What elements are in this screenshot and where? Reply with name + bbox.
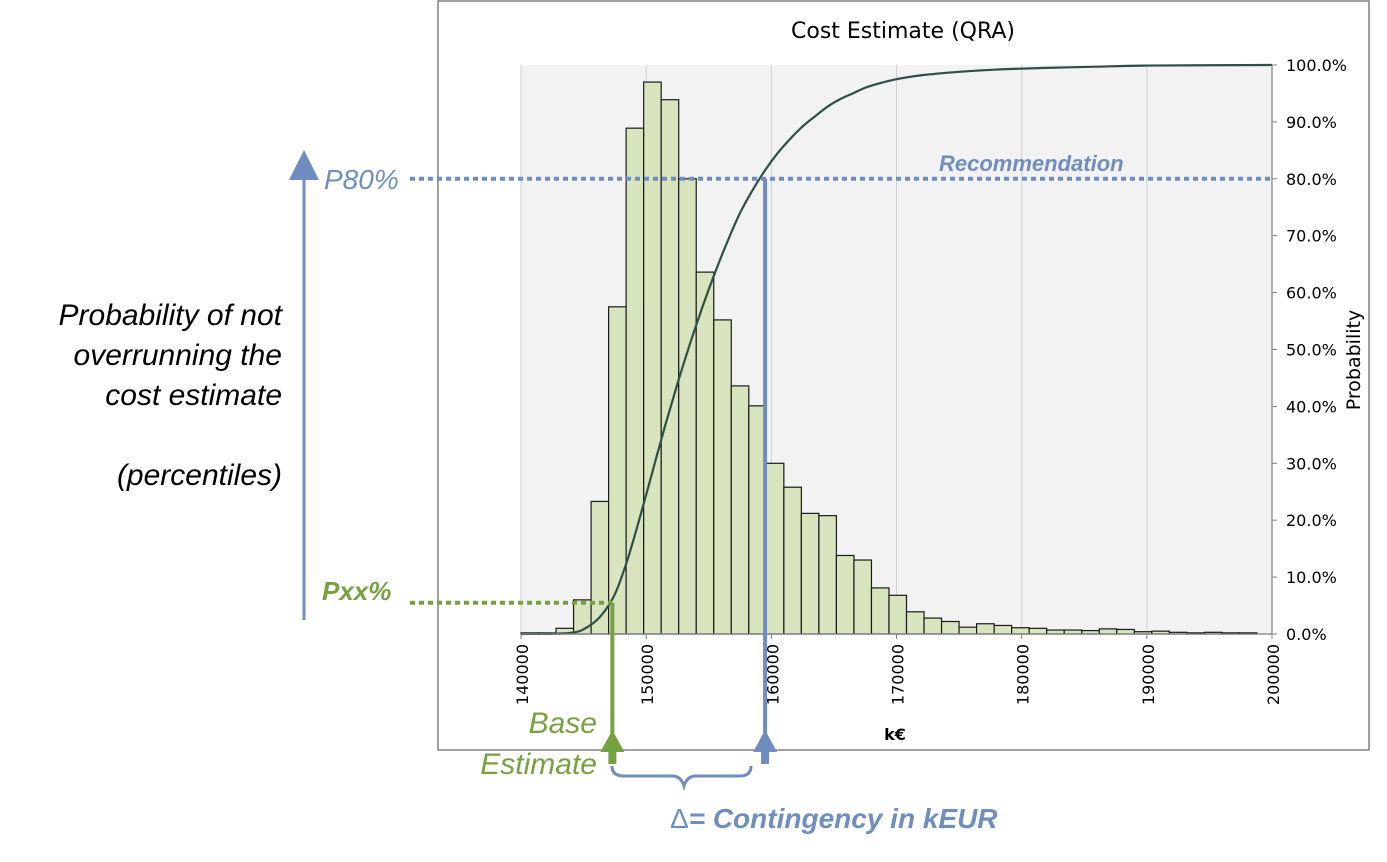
x-tick-label: 190000 <box>1139 644 1158 705</box>
x-tick-label: 160000 <box>763 644 782 705</box>
cdf-curve <box>520 63 1273 636</box>
recommendation-label: Recommendation <box>939 151 1124 176</box>
y-tick-label: 20.0% <box>1286 511 1337 530</box>
histogram-bar <box>940 620 960 635</box>
percentiles-text: (percentiles) <box>116 459 282 492</box>
probability-text-line1: Probability of not <box>58 299 282 332</box>
pxx-arrowhead <box>600 730 625 752</box>
p80-label: P80% <box>324 164 399 195</box>
y-tick-label: 80.0% <box>1286 170 1337 189</box>
cdf-curve-group <box>520 63 1273 636</box>
base-estimate-line2: Estimate <box>480 748 597 781</box>
p80-arrowhead <box>753 730 778 752</box>
x-tick-label: 150000 <box>638 644 657 705</box>
y-tick-label: 100.0% <box>1286 56 1347 75</box>
pxx-arrow-stem <box>608 752 617 764</box>
histogram-bar <box>765 462 785 635</box>
x-tick-label: 180000 <box>1014 644 1033 705</box>
histogram-bar <box>783 486 802 635</box>
y-axis-label: Probability <box>1343 310 1365 410</box>
histogram-bar <box>1098 628 1118 635</box>
axes: 140000 150000 160000 170000 180000 190000 2000… <box>513 56 1347 705</box>
x-axis-label: k€ <box>884 725 906 744</box>
histogram-bar <box>1116 628 1135 635</box>
histogram-bar <box>835 554 855 635</box>
histogram-bar <box>905 611 925 635</box>
histogram-bar <box>888 594 908 635</box>
contingency-text: = Contingency in kEUR <box>689 803 999 834</box>
histogram-bar <box>643 81 662 635</box>
x-tick-label: 200000 <box>1264 644 1283 705</box>
y-tick-label: 30.0% <box>1286 454 1337 473</box>
histogram-bar <box>695 271 715 635</box>
y-tick-label: 60.0% <box>1286 284 1337 303</box>
histogram-bar <box>853 559 873 635</box>
delta-symbol: Δ <box>670 803 689 834</box>
histogram-bar <box>678 178 697 635</box>
y-tick-label: 70.0% <box>1286 227 1337 246</box>
histogram-bar <box>923 617 943 635</box>
histogram-bar <box>608 306 627 635</box>
histogram-bar <box>800 512 820 635</box>
probability-text-line3: cost estimate <box>105 379 282 412</box>
probability-text-line2: overrunning the <box>73 339 282 372</box>
p80-arrow-stem <box>761 752 770 764</box>
histogram-bar <box>1011 627 1030 635</box>
x-tick-label: 170000 <box>889 644 908 705</box>
x-tick-label: 140000 <box>513 644 532 705</box>
y-tick-label: 10.0% <box>1286 568 1337 587</box>
histogram-bar <box>993 624 1013 635</box>
histogram-bar <box>1028 627 1048 635</box>
histogram-bar <box>590 500 610 635</box>
y-tick-label: 40.0% <box>1286 397 1337 416</box>
annotations <box>410 176 1272 764</box>
y-tick-label: 50.0% <box>1286 341 1337 360</box>
y-tick-label: 90.0% <box>1286 113 1337 132</box>
y-tick-label: 0.0% <box>1286 625 1327 644</box>
contingency-label: Δ= Contingency in kEUR <box>670 803 998 834</box>
histogram-bar <box>713 319 732 635</box>
histogram-bars <box>520 81 1258 635</box>
histogram-bar <box>958 626 978 635</box>
chart-title: Cost Estimate (QRA) <box>791 19 1015 44</box>
contingency-brace <box>610 765 753 792</box>
histogram-bar <box>870 587 890 635</box>
histogram-bar <box>730 385 750 635</box>
histogram-bar <box>976 623 995 635</box>
histogram-bar <box>818 515 838 635</box>
pxx-label: Pxx% <box>322 576 391 606</box>
base-estimate-line1: Base <box>529 707 597 740</box>
